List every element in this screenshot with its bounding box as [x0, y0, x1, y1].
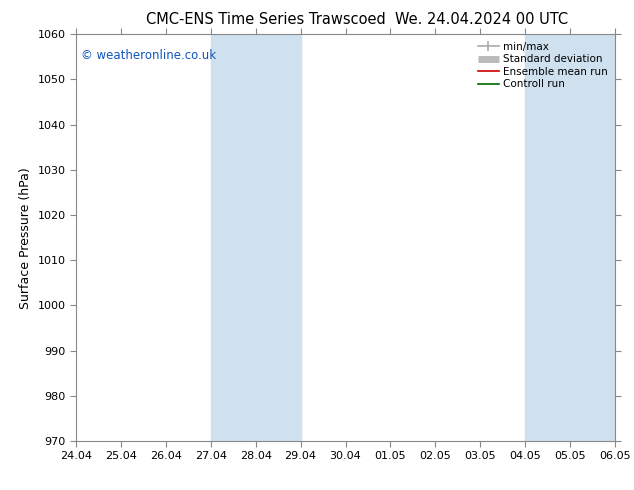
Text: CMC-ENS Time Series Trawscoed: CMC-ENS Time Series Trawscoed — [146, 12, 386, 27]
Bar — [210, 34, 301, 441]
Y-axis label: Surface Pressure (hPa): Surface Pressure (hPa) — [19, 167, 32, 309]
Legend: min/max, Standard deviation, Ensemble mean run, Controll run: min/max, Standard deviation, Ensemble me… — [474, 37, 612, 94]
Bar — [525, 34, 615, 441]
Text: © weatheronline.co.uk: © weatheronline.co.uk — [81, 49, 217, 62]
Text: We. 24.04.2024 00 UTC: We. 24.04.2024 00 UTC — [395, 12, 569, 27]
